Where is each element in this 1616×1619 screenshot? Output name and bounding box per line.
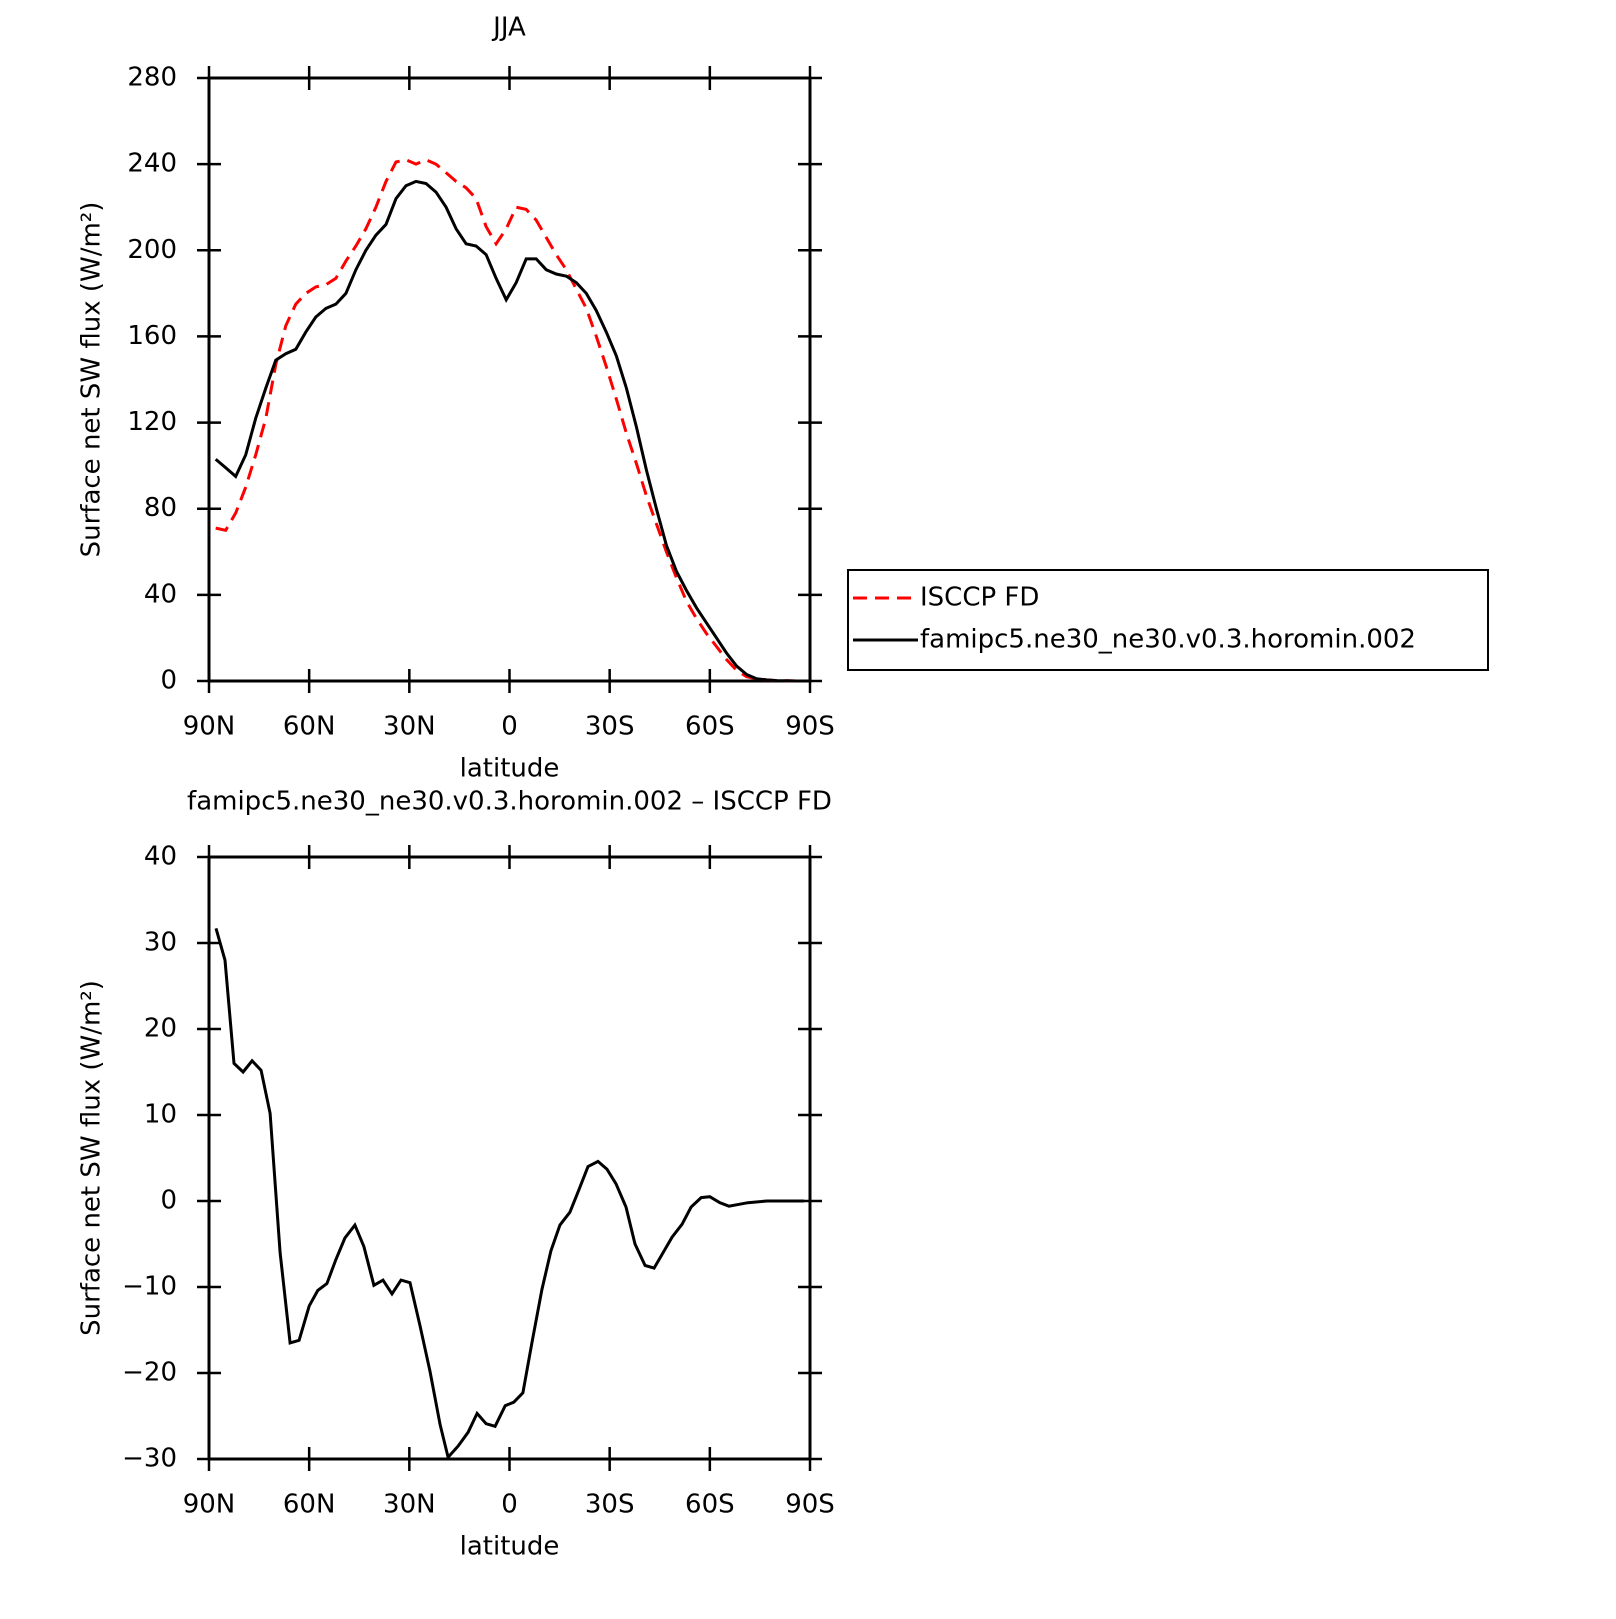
x-axis-label: latitude: [460, 1532, 560, 1562]
y-tick-label: 80: [144, 493, 177, 523]
legend-label: famipc5.ne30_ne30.v0.3.horomin.002: [920, 625, 1416, 655]
x-tick-label: 90S: [785, 1490, 835, 1520]
y-tick-label: 40: [144, 579, 177, 609]
plot-frame: [207, 855, 812, 1461]
y-tick-label: 240: [127, 149, 177, 179]
y-tick-label: 200: [127, 235, 177, 265]
legend-label: ISCCP FD: [920, 583, 1039, 613]
data-line: [214, 179, 804, 683]
y-tick-label: 160: [127, 321, 177, 351]
x-tick-label: 60S: [685, 1490, 735, 1520]
data-line: [214, 927, 804, 1461]
plot-frame: [207, 76, 812, 683]
chart-title: JJA: [491, 13, 526, 43]
x-tick-label: 90N: [183, 712, 236, 742]
y-tick-label: 120: [127, 407, 177, 437]
x-tick-label: 60N: [283, 712, 336, 742]
x-tick-label: 60N: [283, 1490, 336, 1520]
y-tick-label: 30: [144, 928, 177, 958]
x-tick-label: 90S: [785, 712, 835, 742]
x-tick-label: 0: [501, 1490, 518, 1520]
x-axis-label: latitude: [460, 754, 560, 784]
legend-box: [847, 569, 1489, 671]
y-tick-label: −20: [122, 1358, 177, 1388]
y-axis-label: Surface net SW flux (W/m²): [77, 980, 107, 1336]
x-tick-label: 30N: [383, 712, 436, 742]
y-tick-label: 280: [127, 63, 177, 93]
x-tick-label: 90N: [183, 1490, 236, 1520]
x-tick-label: 30S: [585, 712, 635, 742]
y-tick-label: 0: [160, 1186, 177, 1216]
x-tick-label: 60S: [685, 712, 735, 742]
chart-title: famipc5.ne30_ne30.v0.3.horomin.002 – ISC…: [187, 787, 832, 817]
x-tick-label: 30N: [383, 1490, 436, 1520]
y-tick-label: −10: [122, 1272, 177, 1302]
data-line: [215, 158, 804, 683]
y-tick-label: 20: [144, 1014, 177, 1044]
y-tick-label: −30: [122, 1444, 177, 1474]
y-axis-label: Surface net SW flux (W/m²): [77, 202, 107, 558]
y-tick-label: 10: [144, 1100, 177, 1130]
y-tick-label: 0: [160, 666, 177, 696]
y-tick-label: 40: [144, 842, 177, 872]
x-tick-label: 30S: [585, 1490, 635, 1520]
x-tick-label: 0: [501, 712, 518, 742]
